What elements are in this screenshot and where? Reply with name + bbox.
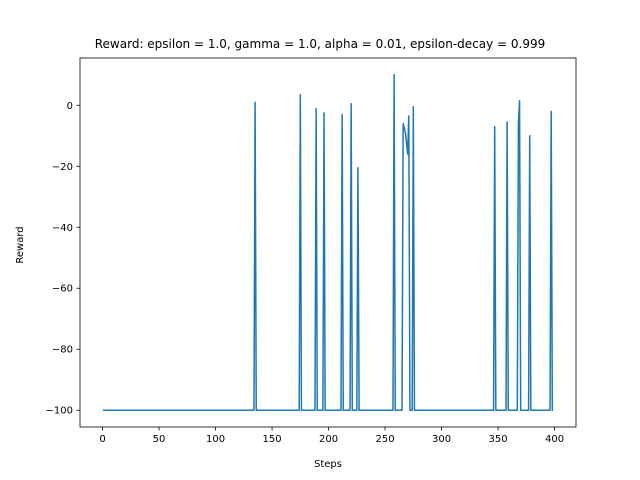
x-tick-label: 50 [153, 434, 166, 445]
y-tick-label: −20 [52, 162, 73, 173]
x-tick-label: 150 [263, 434, 282, 445]
x-tick-label: 400 [545, 434, 564, 445]
plot-area: 0 50 100 150 200 250 300 350 400 −100 −80 −60 −40 −20… [46, 57, 577, 445]
x-tick-label: 0 [99, 434, 105, 445]
series-line-0 [102, 74, 554, 411]
x-tick-label: 100 [206, 434, 225, 445]
x-tick-label: 250 [376, 434, 395, 445]
y-tick-label: −40 [52, 223, 73, 234]
y-tick-label: −60 [52, 284, 73, 295]
y-axis-label: Reward [15, 226, 26, 263]
y-tick-label: 0 [67, 101, 73, 112]
x-axis-label: Steps [314, 459, 342, 470]
chart-title: Reward: epsilon = 1.0, gamma = 1.0, alph… [95, 37, 546, 51]
plot-frame [79, 57, 577, 428]
x-tick-label: 350 [489, 434, 508, 445]
y-tick-label: −80 [52, 345, 73, 356]
x-tick-label: 300 [432, 434, 451, 445]
x-tick-label: 200 [319, 434, 338, 445]
y-tick-label: −100 [46, 406, 73, 417]
